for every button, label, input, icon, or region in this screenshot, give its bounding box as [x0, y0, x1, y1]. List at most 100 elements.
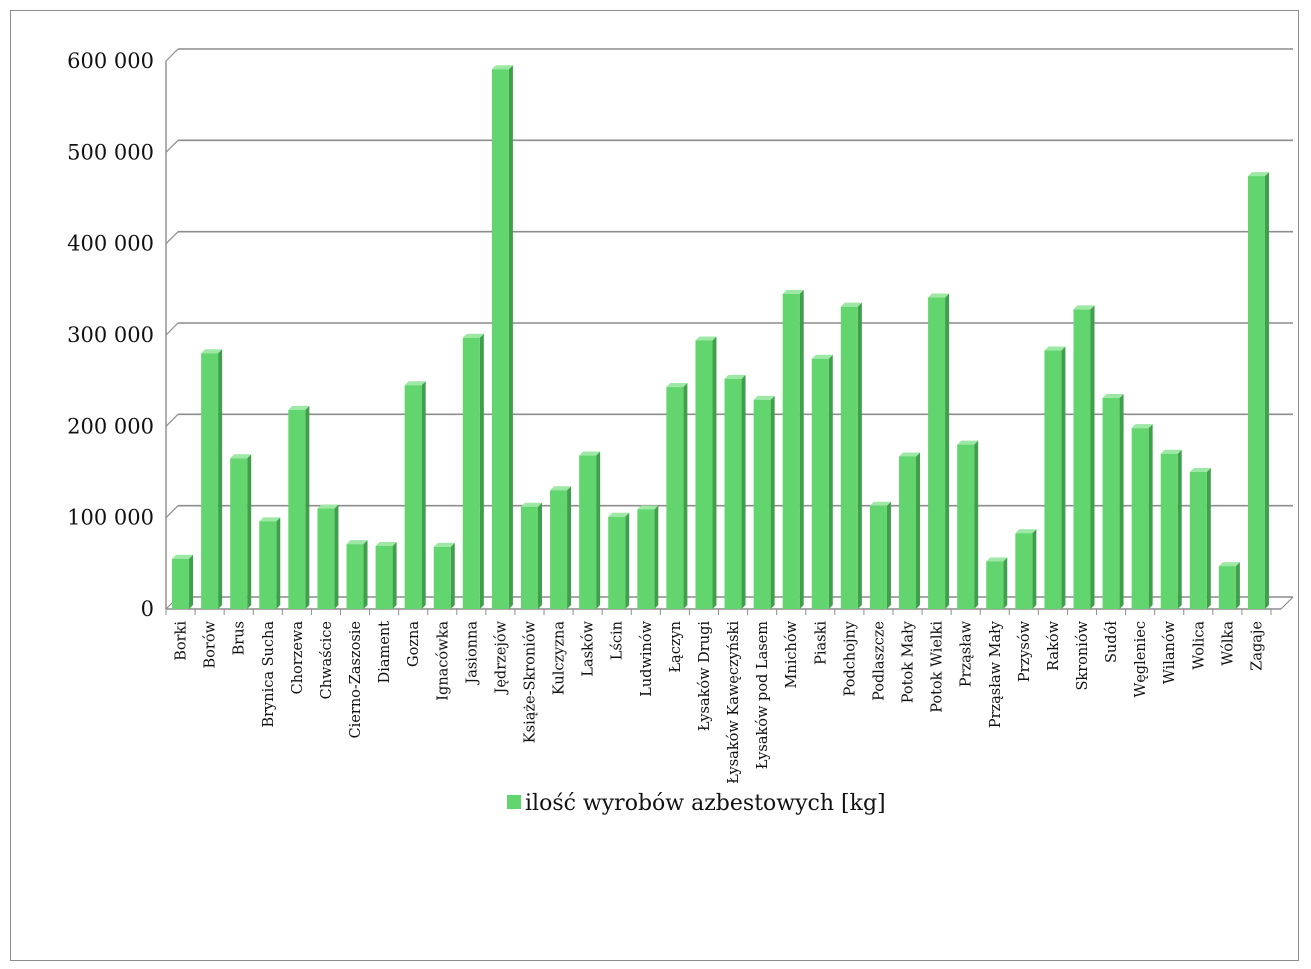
- bar: [550, 486, 572, 609]
- y-tick-label: 300 000: [67, 323, 154, 347]
- bar-front: [986, 561, 1004, 609]
- bar-side: [712, 336, 717, 609]
- bar-top: [520, 502, 542, 507]
- bar-side: [945, 293, 950, 609]
- bar-top: [1189, 468, 1211, 472]
- bar-side: [886, 501, 891, 609]
- bar-front: [317, 508, 335, 609]
- bar-top: [782, 289, 804, 294]
- x-category-label: Przysów: [1017, 620, 1033, 682]
- bar-side: [1235, 562, 1240, 609]
- x-category-label: Łysaków pod Lasem: [755, 621, 771, 769]
- bar-side: [567, 486, 572, 609]
- x-category-label: Wolica: [1191, 621, 1207, 670]
- bar: [1189, 468, 1211, 609]
- bar-front: [724, 378, 742, 609]
- bar-side: [537, 502, 542, 609]
- x-category-label: Łysaków Drugi: [697, 621, 713, 731]
- gridline-connector: [165, 231, 179, 245]
- bar-top: [1160, 449, 1182, 454]
- x-category-label: Książe-Skroniów: [522, 620, 538, 743]
- bar-top: [1218, 562, 1240, 567]
- bar: [637, 505, 659, 609]
- bar-side: [218, 349, 223, 609]
- x-category-label: Węgleniec: [1133, 621, 1149, 698]
- y-tick-label: 100 000: [67, 506, 154, 530]
- bar: [201, 349, 223, 609]
- legend: ilość wyrobów azbestowych [kg]: [507, 791, 886, 816]
- bar-top: [1247, 172, 1269, 177]
- bar-side: [770, 395, 775, 609]
- bar-front: [462, 337, 480, 609]
- bar: [317, 504, 339, 609]
- bar: [1073, 305, 1095, 609]
- x-category-label: Chwaścice: [319, 621, 335, 699]
- bar-top: [899, 452, 921, 457]
- bar-top: [957, 440, 979, 445]
- bar-top: [230, 454, 252, 459]
- gridline-connector: [165, 139, 179, 153]
- bar-front: [957, 444, 975, 609]
- bar-side: [654, 505, 659, 609]
- bar-side: [741, 374, 746, 609]
- x-category-label: Skroniów: [1075, 620, 1091, 690]
- bar-side: [450, 542, 455, 609]
- bar-front: [869, 505, 887, 609]
- bar-front: [579, 455, 597, 609]
- bar: [520, 502, 542, 609]
- bar-top: [259, 517, 281, 522]
- bar-side: [1090, 305, 1095, 609]
- bar-top: [317, 504, 339, 509]
- gridline-connector: [165, 505, 179, 519]
- bar-side: [625, 512, 630, 609]
- bar: [928, 293, 950, 609]
- bar: [230, 454, 252, 609]
- x-category-label: Potok Wielki: [930, 621, 946, 713]
- bar-side: [508, 65, 513, 610]
- bar: [1218, 562, 1240, 609]
- bar: [1160, 449, 1182, 609]
- bar-top: [1015, 529, 1037, 534]
- bar-side: [974, 440, 979, 609]
- bar-side: [363, 540, 368, 609]
- x-category-label: Ignacówka: [435, 621, 451, 701]
- x-category-label: Raków: [1046, 620, 1062, 670]
- bar-front: [608, 516, 626, 609]
- bar: [462, 333, 484, 609]
- bar-top: [869, 501, 891, 506]
- gridline-connector: [165, 413, 179, 427]
- bar-side: [1119, 394, 1124, 609]
- floor-edge: [1280, 596, 1294, 610]
- bar-top: [724, 374, 746, 379]
- bar-front: [782, 293, 800, 609]
- x-category-label: Sudół: [1104, 621, 1120, 663]
- bar: [840, 302, 862, 609]
- x-category-label: Prząsław Mały: [988, 620, 1004, 728]
- bar: [753, 395, 775, 609]
- bar-front: [520, 506, 538, 609]
- gridline-connector: [165, 322, 179, 336]
- x-category-label: Mnichów: [784, 620, 800, 688]
- bar: [957, 440, 979, 609]
- bar: [346, 540, 368, 609]
- bar-side: [1206, 468, 1211, 609]
- bar-front: [375, 545, 393, 609]
- bar: [375, 541, 397, 609]
- y-tick-label: 600 000: [67, 49, 154, 73]
- bar-side: [1264, 172, 1269, 609]
- bar-side: [305, 405, 310, 609]
- bar: [433, 542, 455, 609]
- x-category-label: Prząsław: [959, 620, 975, 687]
- bar-front: [1218, 566, 1236, 609]
- bar-top: [579, 451, 601, 456]
- bar-front: [753, 399, 771, 609]
- x-category-label: Chorzewa: [290, 621, 306, 695]
- bar-top: [840, 302, 862, 307]
- bar-front: [201, 353, 219, 609]
- bar-top: [433, 542, 455, 547]
- x-category-label: Łączyn: [668, 621, 684, 673]
- x-category-label: Ludwinów: [639, 620, 655, 696]
- bar-top: [201, 349, 223, 354]
- bar: [1015, 529, 1037, 609]
- bar-front: [1044, 350, 1062, 609]
